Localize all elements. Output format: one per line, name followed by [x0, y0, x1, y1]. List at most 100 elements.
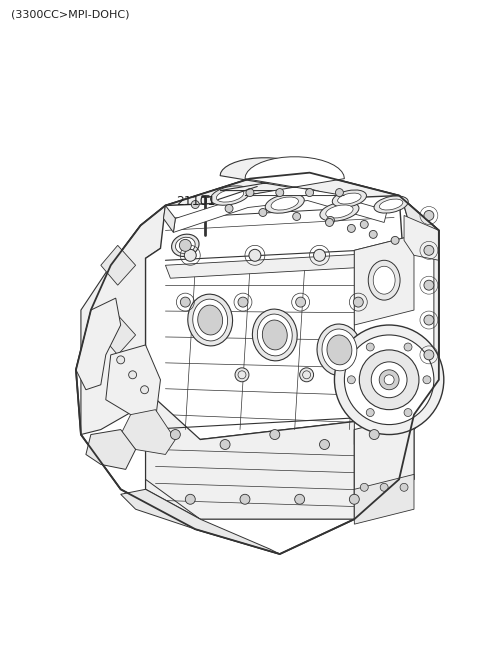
Circle shape [259, 208, 267, 216]
Circle shape [366, 343, 374, 351]
Ellipse shape [368, 260, 400, 300]
Circle shape [336, 189, 343, 196]
Circle shape [360, 483, 368, 491]
Circle shape [424, 246, 434, 255]
Circle shape [141, 386, 148, 394]
Circle shape [296, 297, 306, 307]
Circle shape [225, 204, 233, 212]
Polygon shape [399, 196, 439, 240]
Ellipse shape [373, 267, 395, 294]
Circle shape [353, 297, 363, 307]
Polygon shape [101, 246, 136, 285]
Circle shape [364, 368, 378, 382]
Circle shape [424, 210, 434, 221]
Circle shape [424, 315, 434, 325]
Circle shape [170, 430, 180, 440]
Circle shape [348, 225, 355, 233]
Circle shape [246, 189, 254, 196]
Polygon shape [220, 158, 310, 191]
Circle shape [306, 189, 313, 196]
Circle shape [400, 483, 408, 491]
Polygon shape [76, 173, 439, 554]
Circle shape [349, 495, 360, 504]
Polygon shape [404, 215, 439, 260]
Circle shape [348, 376, 355, 384]
Polygon shape [120, 409, 175, 455]
Polygon shape [86, 430, 136, 470]
Polygon shape [81, 206, 175, 434]
Polygon shape [166, 252, 399, 278]
Circle shape [391, 236, 399, 244]
Polygon shape [354, 474, 414, 524]
Ellipse shape [326, 205, 353, 218]
Circle shape [344, 335, 434, 424]
Ellipse shape [322, 329, 357, 371]
Circle shape [180, 297, 190, 307]
Polygon shape [76, 298, 120, 390]
Circle shape [220, 440, 230, 449]
Circle shape [379, 370, 399, 390]
Polygon shape [106, 345, 160, 424]
Ellipse shape [193, 299, 228, 341]
Circle shape [360, 350, 419, 409]
Circle shape [366, 409, 374, 417]
Polygon shape [145, 390, 414, 519]
Polygon shape [164, 206, 175, 233]
Polygon shape [245, 157, 344, 196]
Polygon shape [354, 196, 439, 519]
Ellipse shape [211, 186, 250, 205]
Circle shape [129, 371, 137, 379]
Polygon shape [164, 173, 399, 219]
Text: (3300CC>MPI-DOHC): (3300CC>MPI-DOHC) [12, 9, 130, 20]
Polygon shape [354, 235, 414, 325]
Polygon shape [354, 415, 414, 495]
Circle shape [300, 368, 313, 382]
Ellipse shape [337, 193, 361, 204]
Circle shape [320, 440, 329, 449]
Ellipse shape [317, 324, 362, 376]
Circle shape [249, 250, 261, 261]
Ellipse shape [188, 294, 233, 346]
Circle shape [117, 356, 125, 364]
Circle shape [423, 376, 431, 384]
Polygon shape [145, 196, 414, 440]
Circle shape [293, 212, 300, 221]
Ellipse shape [171, 234, 199, 257]
Polygon shape [101, 315, 136, 355]
Circle shape [424, 350, 434, 360]
Ellipse shape [374, 196, 408, 213]
Circle shape [180, 239, 192, 252]
Ellipse shape [332, 190, 366, 207]
Ellipse shape [327, 335, 352, 365]
Circle shape [235, 368, 249, 382]
Circle shape [238, 297, 248, 307]
Polygon shape [354, 235, 434, 445]
Circle shape [404, 343, 412, 351]
Ellipse shape [252, 309, 297, 361]
Text: 21101: 21101 [177, 195, 216, 208]
Polygon shape [173, 189, 387, 233]
Polygon shape [120, 489, 280, 554]
Circle shape [326, 216, 335, 225]
Circle shape [335, 325, 444, 434]
Circle shape [184, 250, 196, 261]
Circle shape [313, 250, 325, 261]
Circle shape [360, 221, 368, 229]
Circle shape [325, 219, 334, 227]
Circle shape [380, 483, 388, 491]
Ellipse shape [257, 314, 292, 356]
Ellipse shape [271, 197, 299, 210]
Circle shape [424, 280, 434, 290]
Circle shape [240, 495, 250, 504]
Circle shape [371, 362, 407, 398]
Circle shape [369, 231, 377, 238]
Ellipse shape [176, 237, 195, 253]
Ellipse shape [198, 305, 223, 335]
Circle shape [270, 430, 280, 440]
Ellipse shape [263, 320, 287, 350]
Ellipse shape [265, 194, 304, 214]
Circle shape [276, 189, 284, 196]
Ellipse shape [320, 202, 359, 221]
Circle shape [185, 495, 195, 504]
Circle shape [192, 200, 199, 208]
